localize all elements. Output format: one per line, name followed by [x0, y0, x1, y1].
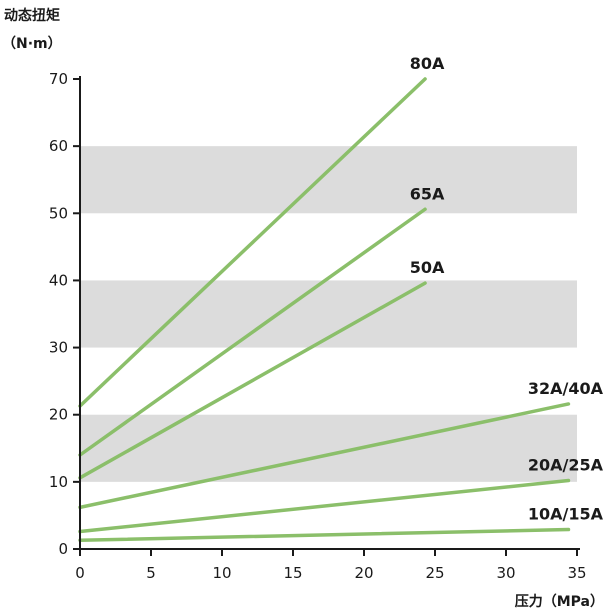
- x-tick-label-5: 5: [146, 564, 156, 582]
- y-axis-title-line1: 动态扭矩: [4, 7, 60, 24]
- x-tick-label-30: 30: [496, 564, 515, 582]
- series-label-50A: 50A: [410, 258, 445, 277]
- x-tick-label-35: 35: [567, 564, 586, 582]
- grid-bands: [80, 146, 577, 482]
- series-line-50A: [78, 281, 427, 480]
- y-axis-title-line2: （N·m）: [2, 36, 62, 52]
- series-line-80A: [78, 77, 427, 408]
- y-tick-label-20: 20: [49, 406, 68, 424]
- y-tick-label-30: 30: [49, 339, 68, 357]
- x-axis-title: 压力（MPa）: [515, 593, 604, 610]
- y-tick-label-40: 40: [49, 271, 68, 289]
- series-line-65A: [78, 207, 427, 457]
- y-tick-label-60: 60: [49, 137, 68, 155]
- series-lines: [78, 77, 571, 543]
- x-tick-label-25: 25: [425, 564, 444, 582]
- series-line-10A-15A: [78, 527, 571, 543]
- series-line-32A-40A: [78, 402, 571, 510]
- y-tick-label-70: 70: [49, 70, 68, 88]
- series-label-65A: 65A: [410, 184, 445, 203]
- x-tick-label-0: 0: [75, 564, 85, 582]
- y-tick-label-0: 0: [58, 540, 68, 558]
- series-line-20A-25A: [78, 478, 571, 534]
- axes: [79, 76, 580, 550]
- x-tick-label-10: 10: [212, 564, 231, 582]
- x-tick-label-20: 20: [354, 564, 373, 582]
- series-label-32A-40A: 32A/40A: [528, 379, 604, 398]
- band-50-60: [80, 146, 577, 214]
- x-tick-label-15: 15: [283, 564, 302, 582]
- series-label-10A-15A: 10A/15A: [528, 505, 604, 524]
- band-10-20: [80, 414, 577, 482]
- series-label-80A: 80A: [410, 54, 445, 73]
- y-tick-label-50: 50: [49, 204, 68, 222]
- series-label-20A-25A: 20A/25A: [528, 456, 604, 475]
- series-labels: 80A 65A 50A 32A/40A 20A/25A 10A/15A: [410, 54, 604, 524]
- axis-ticks: 0 10 20 30 40 50 60 70 0 5 10 15 20 25 30 35: [49, 70, 587, 582]
- y-tick-label-10: 10: [49, 473, 68, 491]
